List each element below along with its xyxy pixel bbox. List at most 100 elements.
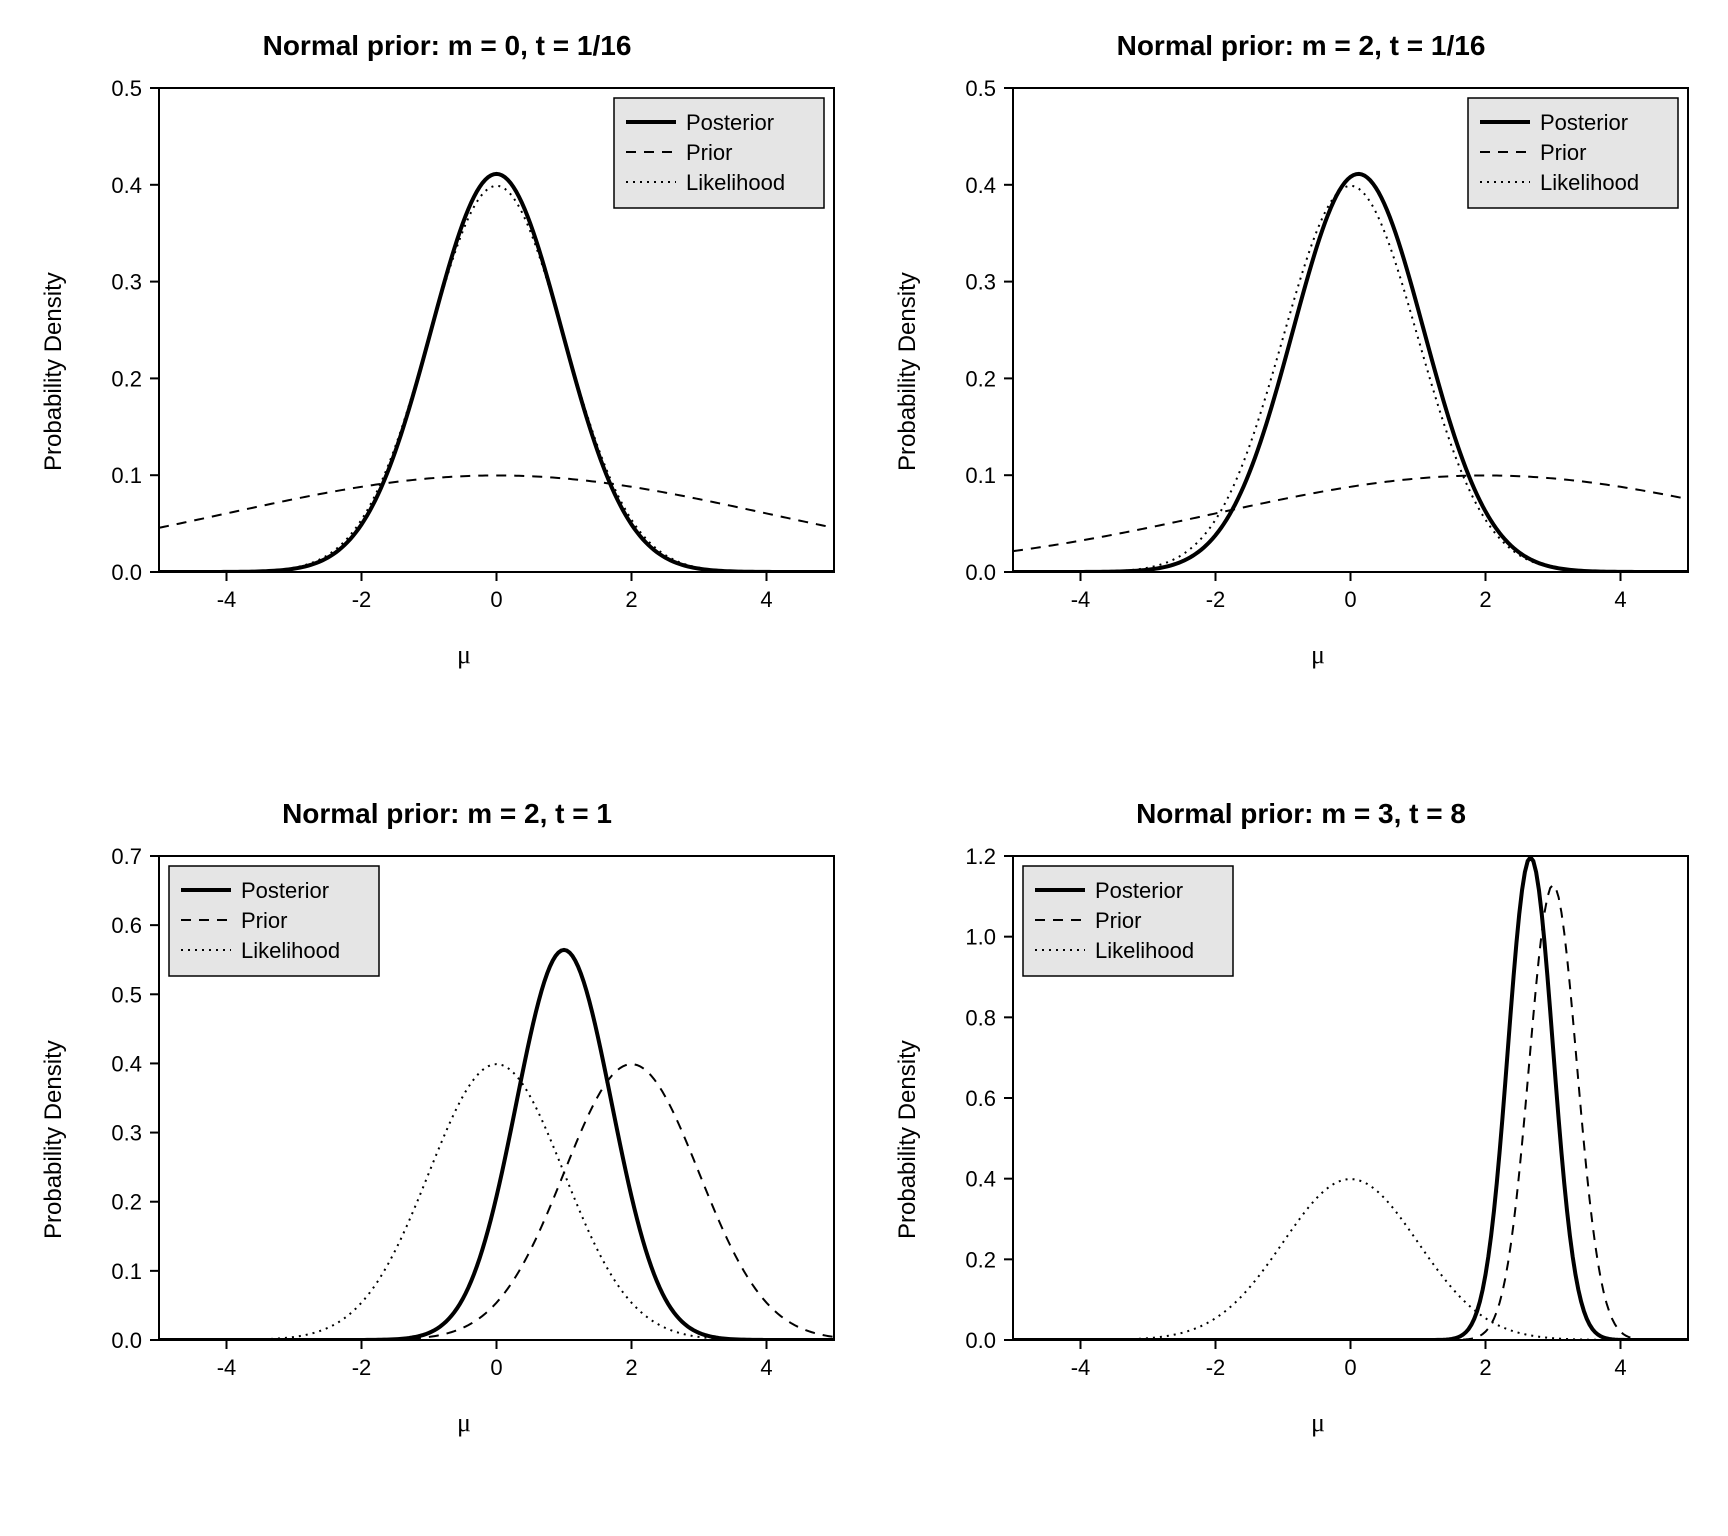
svg-text:0.0: 0.0 <box>111 560 142 585</box>
svg-text:0.2: 0.2 <box>965 366 996 391</box>
posterior-curve <box>159 174 834 572</box>
legend: Posterior Prior Likelihood <box>1023 866 1233 976</box>
legend: Posterior Prior Likelihood <box>614 98 824 208</box>
svg-text:2: 2 <box>625 587 637 612</box>
svg-text:0.7: 0.7 <box>111 844 142 869</box>
legend-label: Posterior <box>1540 110 1628 135</box>
svg-text:-2: -2 <box>1206 587 1226 612</box>
panel-title: Normal prior: m = 2, t = 1 <box>40 798 854 830</box>
plot-svg: -4 -2 0 2 4 0.0 0.1 0.2 0.3 0.4 0.5 Posterior Prio… <box>928 74 1708 634</box>
panel-title: Normal prior: m = 2, t = 1/16 <box>894 30 1708 62</box>
legend-label: Prior <box>686 140 732 165</box>
legend-label: Posterior <box>1095 878 1183 903</box>
svg-text:0.1: 0.1 <box>111 1259 142 1284</box>
svg-text:0.5: 0.5 <box>965 76 996 101</box>
panel-3: Normal prior: m = 3, t = 8 Probability D… <box>894 798 1708 1506</box>
legend-label: Likelihood <box>241 938 340 963</box>
legend: Posterior Prior Likelihood <box>169 866 379 976</box>
curves <box>1013 174 1688 572</box>
y-axis-label: Probability Density <box>40 74 74 670</box>
svg-text:0.3: 0.3 <box>965 270 996 295</box>
svg-text:0: 0 <box>1344 1355 1356 1380</box>
y-ticks: 0.0 0.1 0.2 0.3 0.4 0.5 <box>965 76 1013 585</box>
svg-text:0: 0 <box>1344 587 1356 612</box>
svg-text:0.1: 0.1 <box>111 463 142 488</box>
x-axis-label: μ <box>74 640 854 670</box>
svg-text:0.2: 0.2 <box>965 1247 996 1272</box>
legend-label: Likelihood <box>1095 938 1194 963</box>
plot-svg: -4-2024 0.00.20.40.60.81.01.2 PosteriorP… <box>928 842 1708 1402</box>
svg-text:0.0: 0.0 <box>965 1328 996 1353</box>
svg-text:0.6: 0.6 <box>111 913 142 938</box>
y-axis-label: Probability Density <box>894 74 928 670</box>
svg-text:0.3: 0.3 <box>111 1121 142 1146</box>
panel-title: Normal prior: m = 0, t = 1/16 <box>40 30 854 62</box>
y-axis-label: Probability Density <box>894 842 928 1438</box>
x-ticks: -4 -2 0 2 4 <box>217 1340 773 1380</box>
svg-text:0.4: 0.4 <box>965 1167 996 1192</box>
svg-text:0.0: 0.0 <box>965 560 996 585</box>
legend-label: Likelihood <box>686 170 785 195</box>
svg-text:0.5: 0.5 <box>111 982 142 1007</box>
legend-label: Posterior <box>241 878 329 903</box>
likelihood-curve <box>159 186 834 572</box>
x-ticks: -4 -2 0 2 4 <box>1071 1340 1627 1380</box>
svg-text:0.6: 0.6 <box>965 1086 996 1111</box>
svg-text:2: 2 <box>1479 1355 1491 1380</box>
y-ticks: 0.0 0.1 0.2 0.3 0.4 0.5 <box>111 76 159 585</box>
plot-svg: -4 -2 0 2 4 0.0 0.1 0.2 0.3 0.4 0.5 0.6 0.7 Posteri… <box>74 842 854 1402</box>
svg-text:0.0: 0.0 <box>111 1328 142 1353</box>
svg-text:0.2: 0.2 <box>111 1190 142 1215</box>
prior-curve <box>159 475 834 527</box>
svg-text:-2: -2 <box>1206 1355 1226 1380</box>
panel-grid: Normal prior: m = 0, t = 1/16 Probabilit… <box>0 0 1728 1536</box>
svg-text:0.4: 0.4 <box>965 173 996 198</box>
likelihood-curve <box>1013 186 1688 572</box>
posterior-curve <box>159 950 834 1340</box>
plot-svg: -4 -2 0 2 4 0.0 0.1 0.2 0.3 0.4 0.5 Posterior Prio… <box>74 74 854 634</box>
svg-text:1.2: 1.2 <box>965 844 996 869</box>
panel-2: Normal prior: m = 2, t = 1 Probability D… <box>40 798 854 1506</box>
svg-text:4: 4 <box>760 587 772 612</box>
y-ticks: 0.0 0.1 0.2 0.3 0.4 0.5 0.6 0.7 <box>111 844 159 1353</box>
y-ticks: 0.0 0.2 0.4 0.6 0.8 1.0 1.2 <box>965 844 1013 1353</box>
x-axis-label: μ <box>928 1408 1708 1438</box>
svg-text:0.3: 0.3 <box>111 270 142 295</box>
curves <box>159 950 834 1340</box>
svg-text:0.2: 0.2 <box>111 366 142 391</box>
svg-text:4: 4 <box>1614 587 1626 612</box>
legend-label: Prior <box>1540 140 1586 165</box>
svg-text:2: 2 <box>1479 587 1491 612</box>
svg-text:0.8: 0.8 <box>965 1005 996 1030</box>
svg-text:-4: -4 <box>217 587 237 612</box>
svg-text:0: 0 <box>490 587 502 612</box>
x-ticks: -4 -2 0 2 4 <box>1071 572 1627 612</box>
curves <box>159 174 834 572</box>
svg-text:-4: -4 <box>217 1355 237 1380</box>
svg-text:1.0: 1.0 <box>965 925 996 950</box>
legend-label: Prior <box>1095 908 1141 933</box>
legend-label: Posterior <box>686 110 774 135</box>
svg-text:4: 4 <box>760 1355 772 1380</box>
panel-title: Normal prior: m = 3, t = 8 <box>894 798 1708 830</box>
prior-curve <box>1013 475 1688 551</box>
posterior-curve <box>1013 174 1688 572</box>
panel-0: Normal prior: m = 0, t = 1/16 Probabilit… <box>40 30 854 738</box>
legend: Posterior Prior Likelihood <box>1468 98 1678 208</box>
svg-text:0.4: 0.4 <box>111 1051 142 1076</box>
svg-text:-4: -4 <box>1071 1355 1091 1380</box>
svg-text:-4: -4 <box>1071 587 1091 612</box>
svg-text:4: 4 <box>1614 1355 1626 1380</box>
svg-text:2: 2 <box>625 1355 637 1380</box>
legend-label: Likelihood <box>1540 170 1639 195</box>
svg-text:0.4: 0.4 <box>111 173 142 198</box>
svg-text:0.5: 0.5 <box>111 76 142 101</box>
x-ticks: -4 -2 0 2 4 <box>217 572 773 612</box>
svg-text:-2: -2 <box>352 587 372 612</box>
svg-text:-2: -2 <box>352 1355 372 1380</box>
svg-text:0: 0 <box>490 1355 502 1380</box>
panel-1: Normal prior: m = 2, t = 1/16 Probabilit… <box>894 30 1708 738</box>
svg-text:0.1: 0.1 <box>965 463 996 488</box>
x-axis-label: μ <box>928 640 1708 670</box>
legend-label: Prior <box>241 908 287 933</box>
